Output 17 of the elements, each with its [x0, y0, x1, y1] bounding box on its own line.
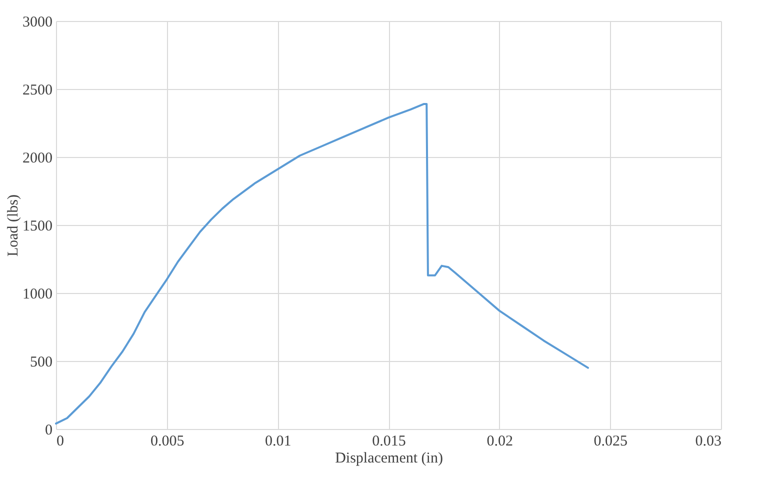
y-tick-label: 2500: [22, 82, 52, 98]
y-tick-label: 2000: [22, 150, 52, 166]
y-tick-label: 1500: [22, 218, 52, 234]
y-tick-label: 3000: [22, 14, 52, 30]
y-tick-label: 1000: [22, 286, 52, 302]
y-tick-label: 0: [45, 422, 52, 438]
x-tick-label: 0.03: [695, 434, 722, 450]
x-axis-title: Displacement (in): [335, 450, 443, 466]
line-series: [55, 102, 589, 425]
x-tick-label: 0.025: [594, 434, 628, 450]
x-tick-label: 0: [56, 434, 64, 450]
y-tick-label: 500: [30, 354, 52, 370]
y-axis-title: Load (lbs): [6, 194, 22, 257]
x-tick-label: 0.02: [486, 434, 513, 450]
x-tick-label: 0.015: [372, 434, 406, 450]
x-tick-label: 0.01: [265, 434, 292, 450]
x-tick-label: 0.005: [150, 434, 184, 450]
